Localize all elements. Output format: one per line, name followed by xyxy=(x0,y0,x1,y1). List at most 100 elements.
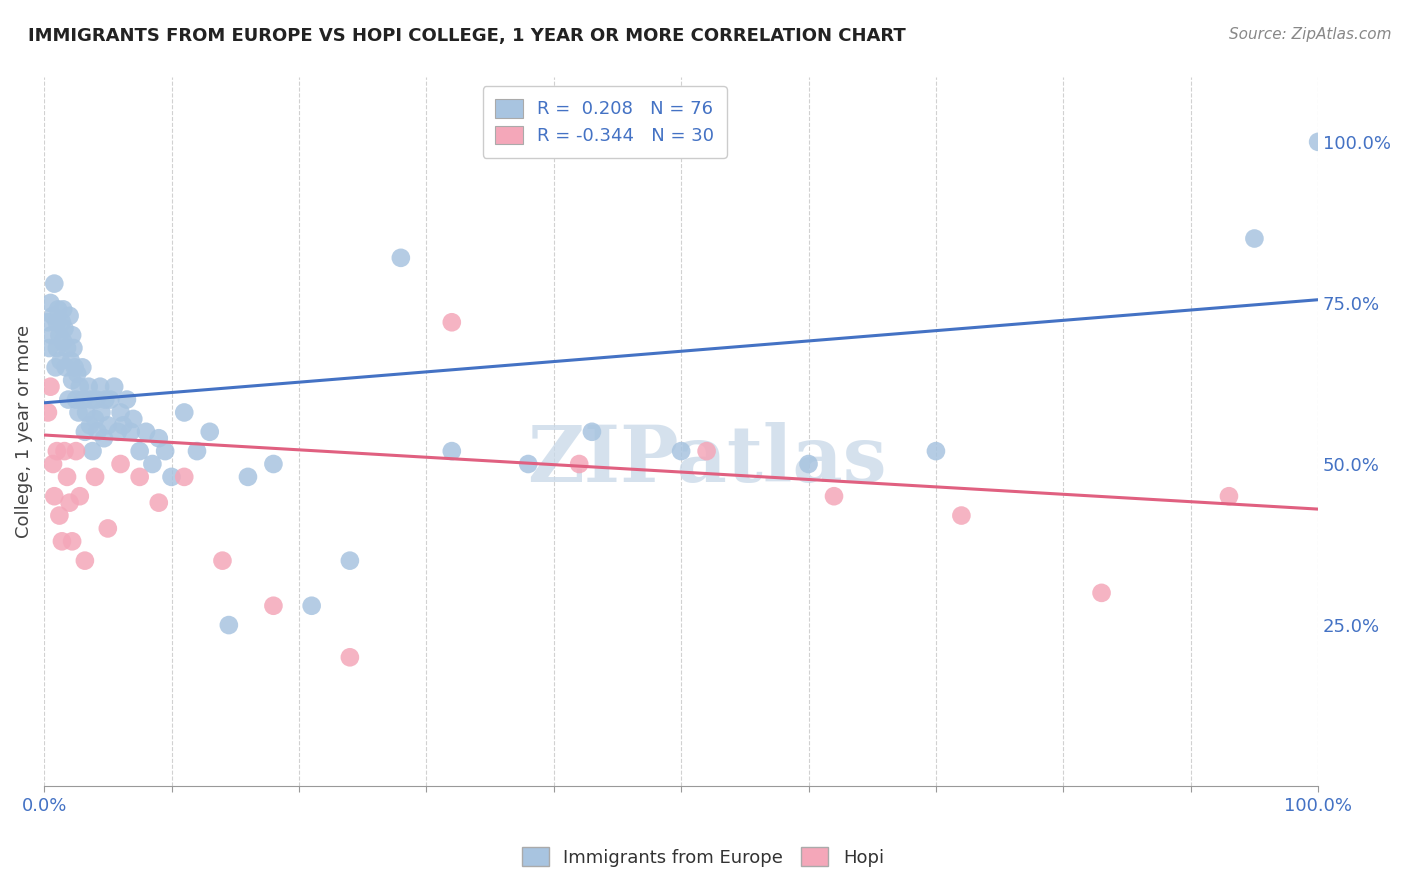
Point xyxy=(90,405,112,419)
Point xyxy=(339,554,361,568)
Point xyxy=(112,418,135,433)
Point xyxy=(797,457,820,471)
Point xyxy=(339,650,361,665)
Point xyxy=(1090,586,1112,600)
Point xyxy=(39,296,62,310)
Point xyxy=(211,554,233,568)
Point xyxy=(86,392,108,407)
Text: IMMIGRANTS FROM EUROPE VS HOPI COLLEGE, 1 YEAR OR MORE CORRELATION CHART: IMMIGRANTS FROM EUROPE VS HOPI COLLEGE, … xyxy=(28,27,905,45)
Point xyxy=(103,380,125,394)
Point xyxy=(49,354,72,368)
Point xyxy=(37,315,59,329)
Point xyxy=(67,405,90,419)
Point xyxy=(93,431,115,445)
Point xyxy=(517,457,540,471)
Point xyxy=(44,277,66,291)
Point xyxy=(51,315,73,329)
Point xyxy=(568,457,591,471)
Point xyxy=(1308,135,1330,149)
Point xyxy=(84,470,107,484)
Point xyxy=(48,328,70,343)
Point xyxy=(173,470,195,484)
Point xyxy=(925,444,948,458)
Point xyxy=(128,470,150,484)
Point xyxy=(122,412,145,426)
Point xyxy=(53,322,76,336)
Point xyxy=(218,618,240,632)
Point xyxy=(135,425,157,439)
Point xyxy=(45,444,67,458)
Point xyxy=(66,367,89,381)
Point xyxy=(120,425,142,439)
Legend: Immigrants from Europe, Hopi: Immigrants from Europe, Hopi xyxy=(515,840,891,874)
Point xyxy=(58,392,80,407)
Point xyxy=(440,444,463,458)
Point xyxy=(73,425,96,439)
Point xyxy=(107,425,129,439)
Point xyxy=(110,457,132,471)
Point xyxy=(84,412,107,426)
Point xyxy=(37,405,59,419)
Point xyxy=(262,599,284,613)
Point xyxy=(823,489,845,503)
Point xyxy=(97,418,120,433)
Point xyxy=(198,425,221,439)
Point xyxy=(141,457,163,471)
Legend: R =  0.208   N = 76, R = -0.344   N = 30: R = 0.208 N = 76, R = -0.344 N = 30 xyxy=(482,87,727,158)
Point xyxy=(48,508,70,523)
Point xyxy=(89,380,111,394)
Point xyxy=(696,444,718,458)
Point xyxy=(63,360,86,375)
Point xyxy=(97,521,120,535)
Point xyxy=(59,354,82,368)
Point xyxy=(52,334,75,349)
Point xyxy=(581,425,603,439)
Point xyxy=(262,457,284,471)
Point xyxy=(115,392,138,407)
Point xyxy=(173,405,195,419)
Point xyxy=(44,489,66,503)
Point xyxy=(69,380,91,394)
Point xyxy=(56,341,79,355)
Point xyxy=(80,392,103,407)
Point xyxy=(1218,489,1240,503)
Point xyxy=(42,309,65,323)
Point xyxy=(42,457,65,471)
Point xyxy=(60,373,83,387)
Point xyxy=(94,392,117,407)
Point xyxy=(669,444,692,458)
Point xyxy=(39,380,62,394)
Point xyxy=(153,444,176,458)
Point xyxy=(148,431,170,445)
Point xyxy=(73,554,96,568)
Point xyxy=(41,328,63,343)
Point xyxy=(65,444,87,458)
Point xyxy=(46,302,69,317)
Point xyxy=(82,444,104,458)
Point xyxy=(56,470,79,484)
Point xyxy=(389,251,412,265)
Point xyxy=(186,444,208,458)
Text: ZIPatlas: ZIPatlas xyxy=(527,422,886,498)
Point xyxy=(77,380,100,394)
Point xyxy=(38,341,60,355)
Point xyxy=(53,444,76,458)
Point xyxy=(60,534,83,549)
Point xyxy=(110,405,132,419)
Point xyxy=(98,392,121,407)
Point xyxy=(1243,231,1265,245)
Point xyxy=(62,341,84,355)
Point xyxy=(45,341,67,355)
Point xyxy=(160,470,183,484)
Point xyxy=(950,508,973,523)
Point xyxy=(51,534,73,549)
Point xyxy=(45,360,67,375)
Point xyxy=(148,496,170,510)
Point xyxy=(65,392,87,407)
Point xyxy=(52,302,75,317)
Point xyxy=(45,315,67,329)
Point xyxy=(58,496,80,510)
Point xyxy=(58,309,80,323)
Point xyxy=(128,444,150,458)
Point xyxy=(72,360,94,375)
